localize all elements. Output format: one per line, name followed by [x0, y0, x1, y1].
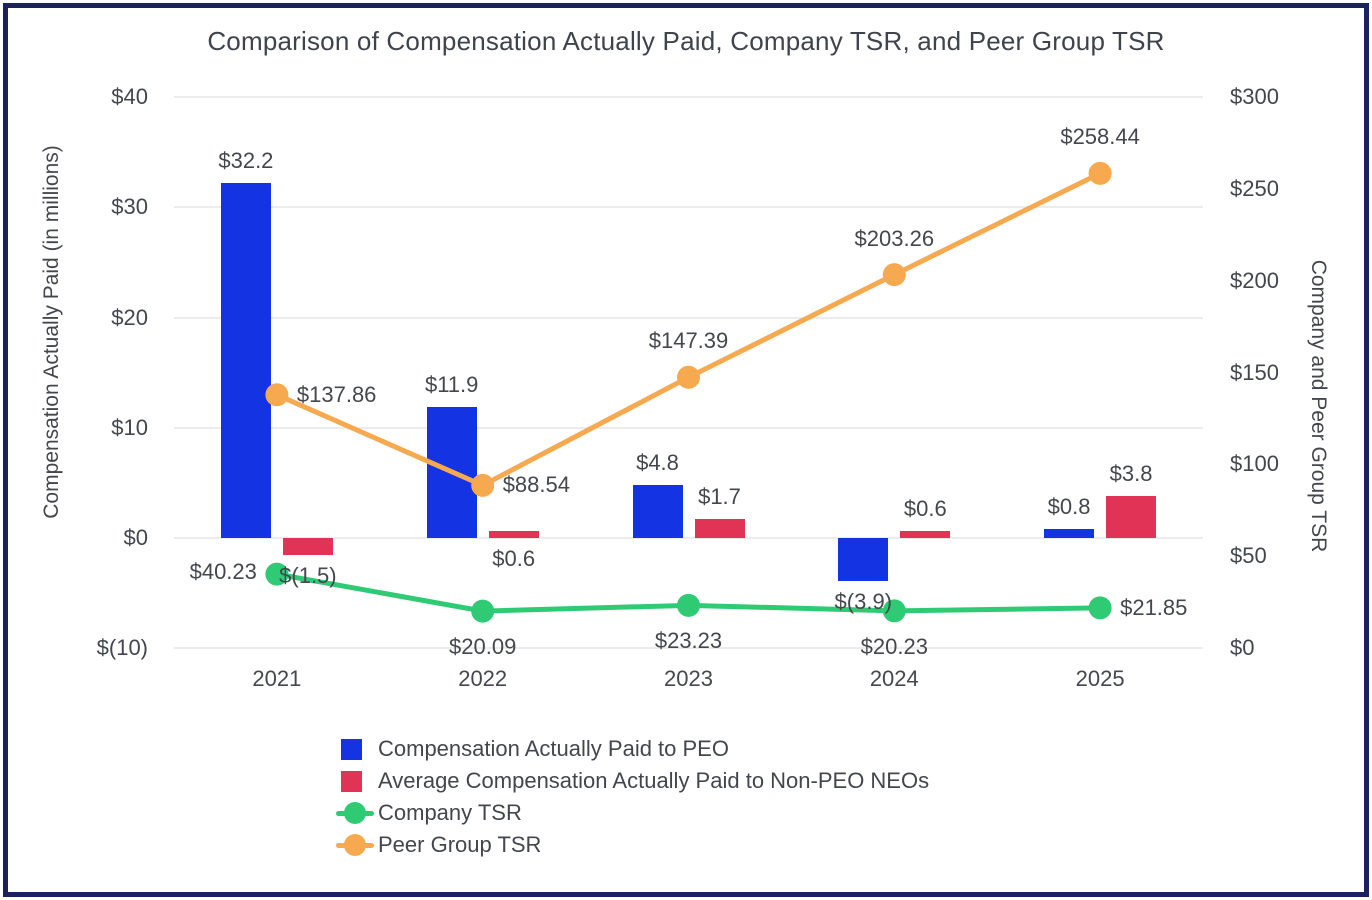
legend-item-neo[interactable]: Average Compensation Actually Paid to No…: [336, 765, 929, 797]
point-label-peer-group-tsr-2024: $203.26: [854, 225, 935, 251]
x-axis-label-2022: 2022: [458, 666, 508, 691]
bar-neo-2022: [488, 531, 539, 538]
bar-neo-2024: [900, 531, 951, 538]
legend-square: [341, 771, 362, 792]
legend: Compensation Actually Paid to PEO Average…: [336, 733, 929, 861]
line-company-tsr: [276, 571, 1101, 614]
gridline: [174, 206, 1203, 209]
right-axis-tick-label: $300: [1230, 84, 1279, 109]
point-label-peer-group-tsr-2023: $147.39: [648, 328, 729, 354]
right-axis-tick-label: $100: [1230, 451, 1279, 477]
point-peer-group-tsr-2025: [1088, 161, 1112, 185]
gridline: [174, 647, 1203, 650]
gridline: [174, 96, 1203, 99]
legend-label-peer-group-tsr: Peer Group TSR: [378, 832, 542, 857]
left-axis-tick-label: $0: [123, 525, 148, 550]
legend-line-marker-icon: [336, 797, 378, 829]
right-axis-tick-label: $250: [1230, 175, 1279, 201]
bar-peo-2022: [426, 406, 477, 538]
gridline: [174, 316, 1203, 319]
point-company-tsr-2022: [471, 599, 495, 623]
legend-square: [341, 739, 362, 760]
legend-swatch-icon: [336, 733, 378, 765]
bar-label-neo-2023: $1.7: [698, 484, 741, 510]
gridline: [174, 537, 1203, 539]
bar-neo-2021: [282, 538, 333, 555]
point-label-peer-group-tsr-2021: $137.86: [296, 381, 377, 407]
point-label-peer-group-tsr-2025: $258.44: [1060, 124, 1140, 150]
left-axis-tick-label: $(10): [96, 635, 148, 661]
legend-label-neo: Average Compensation Actually Paid to No…: [378, 768, 930, 793]
bar-peo-2025: [1044, 529, 1095, 538]
left-axis-tick-label: $40: [111, 84, 148, 110]
bar-label-peo-2025: $0.8: [1047, 494, 1091, 520]
point-peer-group-tsr-2024: [882, 263, 906, 287]
bar-neo-2023: [694, 519, 745, 538]
bar-peo-2023: [632, 485, 683, 538]
point-label-company-tsr-2022: $20.09: [449, 634, 517, 660]
x-axis-label-2021: 2021: [252, 666, 302, 691]
point-peer-group-tsr-2023: [677, 365, 700, 389]
legend-swatch-icon: [336, 765, 378, 797]
x-axis-label-2024: 2024: [869, 666, 919, 691]
point-label-peer-group-tsr-2022: $88.54: [502, 472, 570, 498]
point-label-company-tsr-2025: $21.85: [1120, 594, 1188, 620]
left-axis-tick-label: $20: [111, 304, 148, 330]
left-axis-tick-label: $30: [111, 194, 148, 220]
bar-neo-2025: [1106, 496, 1157, 538]
x-axis-label-2025: 2025: [1075, 666, 1125, 691]
legend-line-marker-icon: [336, 829, 378, 861]
legend-item-peer-group-tsr[interactable]: Peer Group TSR: [336, 829, 929, 861]
right-axis-tick-label: $200: [1230, 267, 1279, 293]
legend-item-company-tsr[interactable]: Company TSR: [336, 797, 929, 829]
bar-label-neo-2021: $(1.5): [279, 562, 337, 588]
point-label-company-tsr-2024: $20.23: [860, 633, 928, 659]
legend-label-peo: Compensation Actually Paid to PEO: [378, 736, 729, 761]
right-axis-tick-label: $50: [1230, 543, 1267, 569]
bar-label-neo-2025: $3.8: [1109, 461, 1153, 487]
chart-stage: Comparison of Compensation Actually Paid…: [8, 8, 1364, 892]
gridline: [174, 426, 1203, 429]
bar-peo-2021: [220, 183, 271, 538]
point-company-tsr-2025: [1088, 596, 1112, 620]
bar-label-peo-2023: $4.8: [636, 450, 679, 476]
chart-title: Comparison of Compensation Actually Paid…: [207, 26, 1165, 56]
legend-dot: [344, 802, 366, 824]
bar-label-peo-2021: $32.2: [218, 148, 274, 174]
chart-frame: Comparison of Compensation Actually Paid…: [3, 3, 1369, 897]
bar-label-neo-2024: $0.6: [903, 496, 947, 522]
point-label-company-tsr-2021: $40.23: [189, 559, 257, 585]
legend-label-company-tsr: Company TSR: [378, 800, 522, 825]
legend-dot: [344, 834, 366, 856]
point-company-tsr-2023: [677, 593, 700, 617]
x-axis-label-2023: 2023: [664, 666, 713, 691]
bar-label-peo-2024: $(3.9): [834, 588, 893, 614]
left-axis-title: Compensation Actually Paid (in millions): [40, 145, 63, 519]
point-label-company-tsr-2023: $23.23: [654, 628, 723, 654]
legend-item-peo[interactable]: Compensation Actually Paid to PEO: [336, 733, 929, 765]
bar-label-neo-2022: $0.6: [492, 546, 536, 571]
right-axis-tick-label: $0: [1230, 635, 1255, 660]
left-axis-tick-label: $10: [111, 414, 148, 440]
bar-label-peo-2022: $11.9: [424, 371, 479, 397]
right-axis-tick-label: $150: [1230, 359, 1279, 385]
bar-peo-2024: [838, 538, 889, 581]
